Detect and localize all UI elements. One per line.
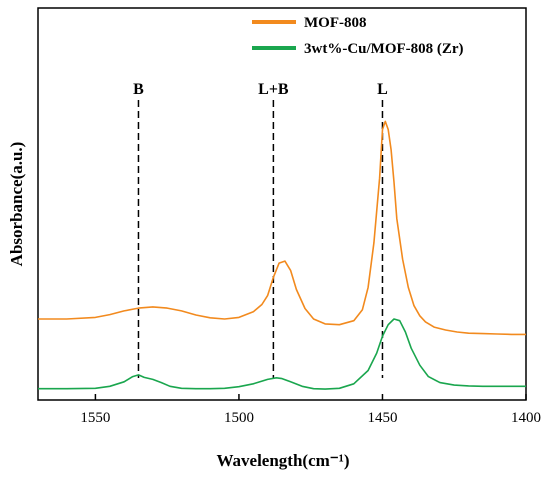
plot-frame (37, 7, 527, 401)
annotation-label: B (133, 81, 144, 98)
annotation-label: L (377, 81, 388, 98)
legend: MOF-808 3wt%-Cu/MOF-808 (Zr) (252, 15, 464, 57)
series-line-2 (38, 318, 526, 390)
x-tick-label: 1400 (511, 410, 541, 426)
x-tick-label: 1550 (80, 410, 110, 426)
y-axis-title: Absorbance(a.u.) (7, 142, 26, 267)
x-tick-label: 1500 (224, 410, 254, 426)
annotation-layer: B L+B L (133, 81, 388, 378)
x-tick-label: 1450 (367, 410, 397, 426)
series-layer (38, 120, 526, 390)
series-line-1 (38, 120, 526, 336)
x-axis-title: Wavelength(cm⁻¹) (216, 451, 349, 470)
annotation-label: L+B (258, 81, 289, 98)
legend-label: 3wt%-Cu/MOF-808 (Zr) (304, 41, 464, 57)
x-tick-layer: 1550 1500 1450 1400 (80, 394, 541, 426)
legend-label: MOF-808 (304, 15, 366, 31)
